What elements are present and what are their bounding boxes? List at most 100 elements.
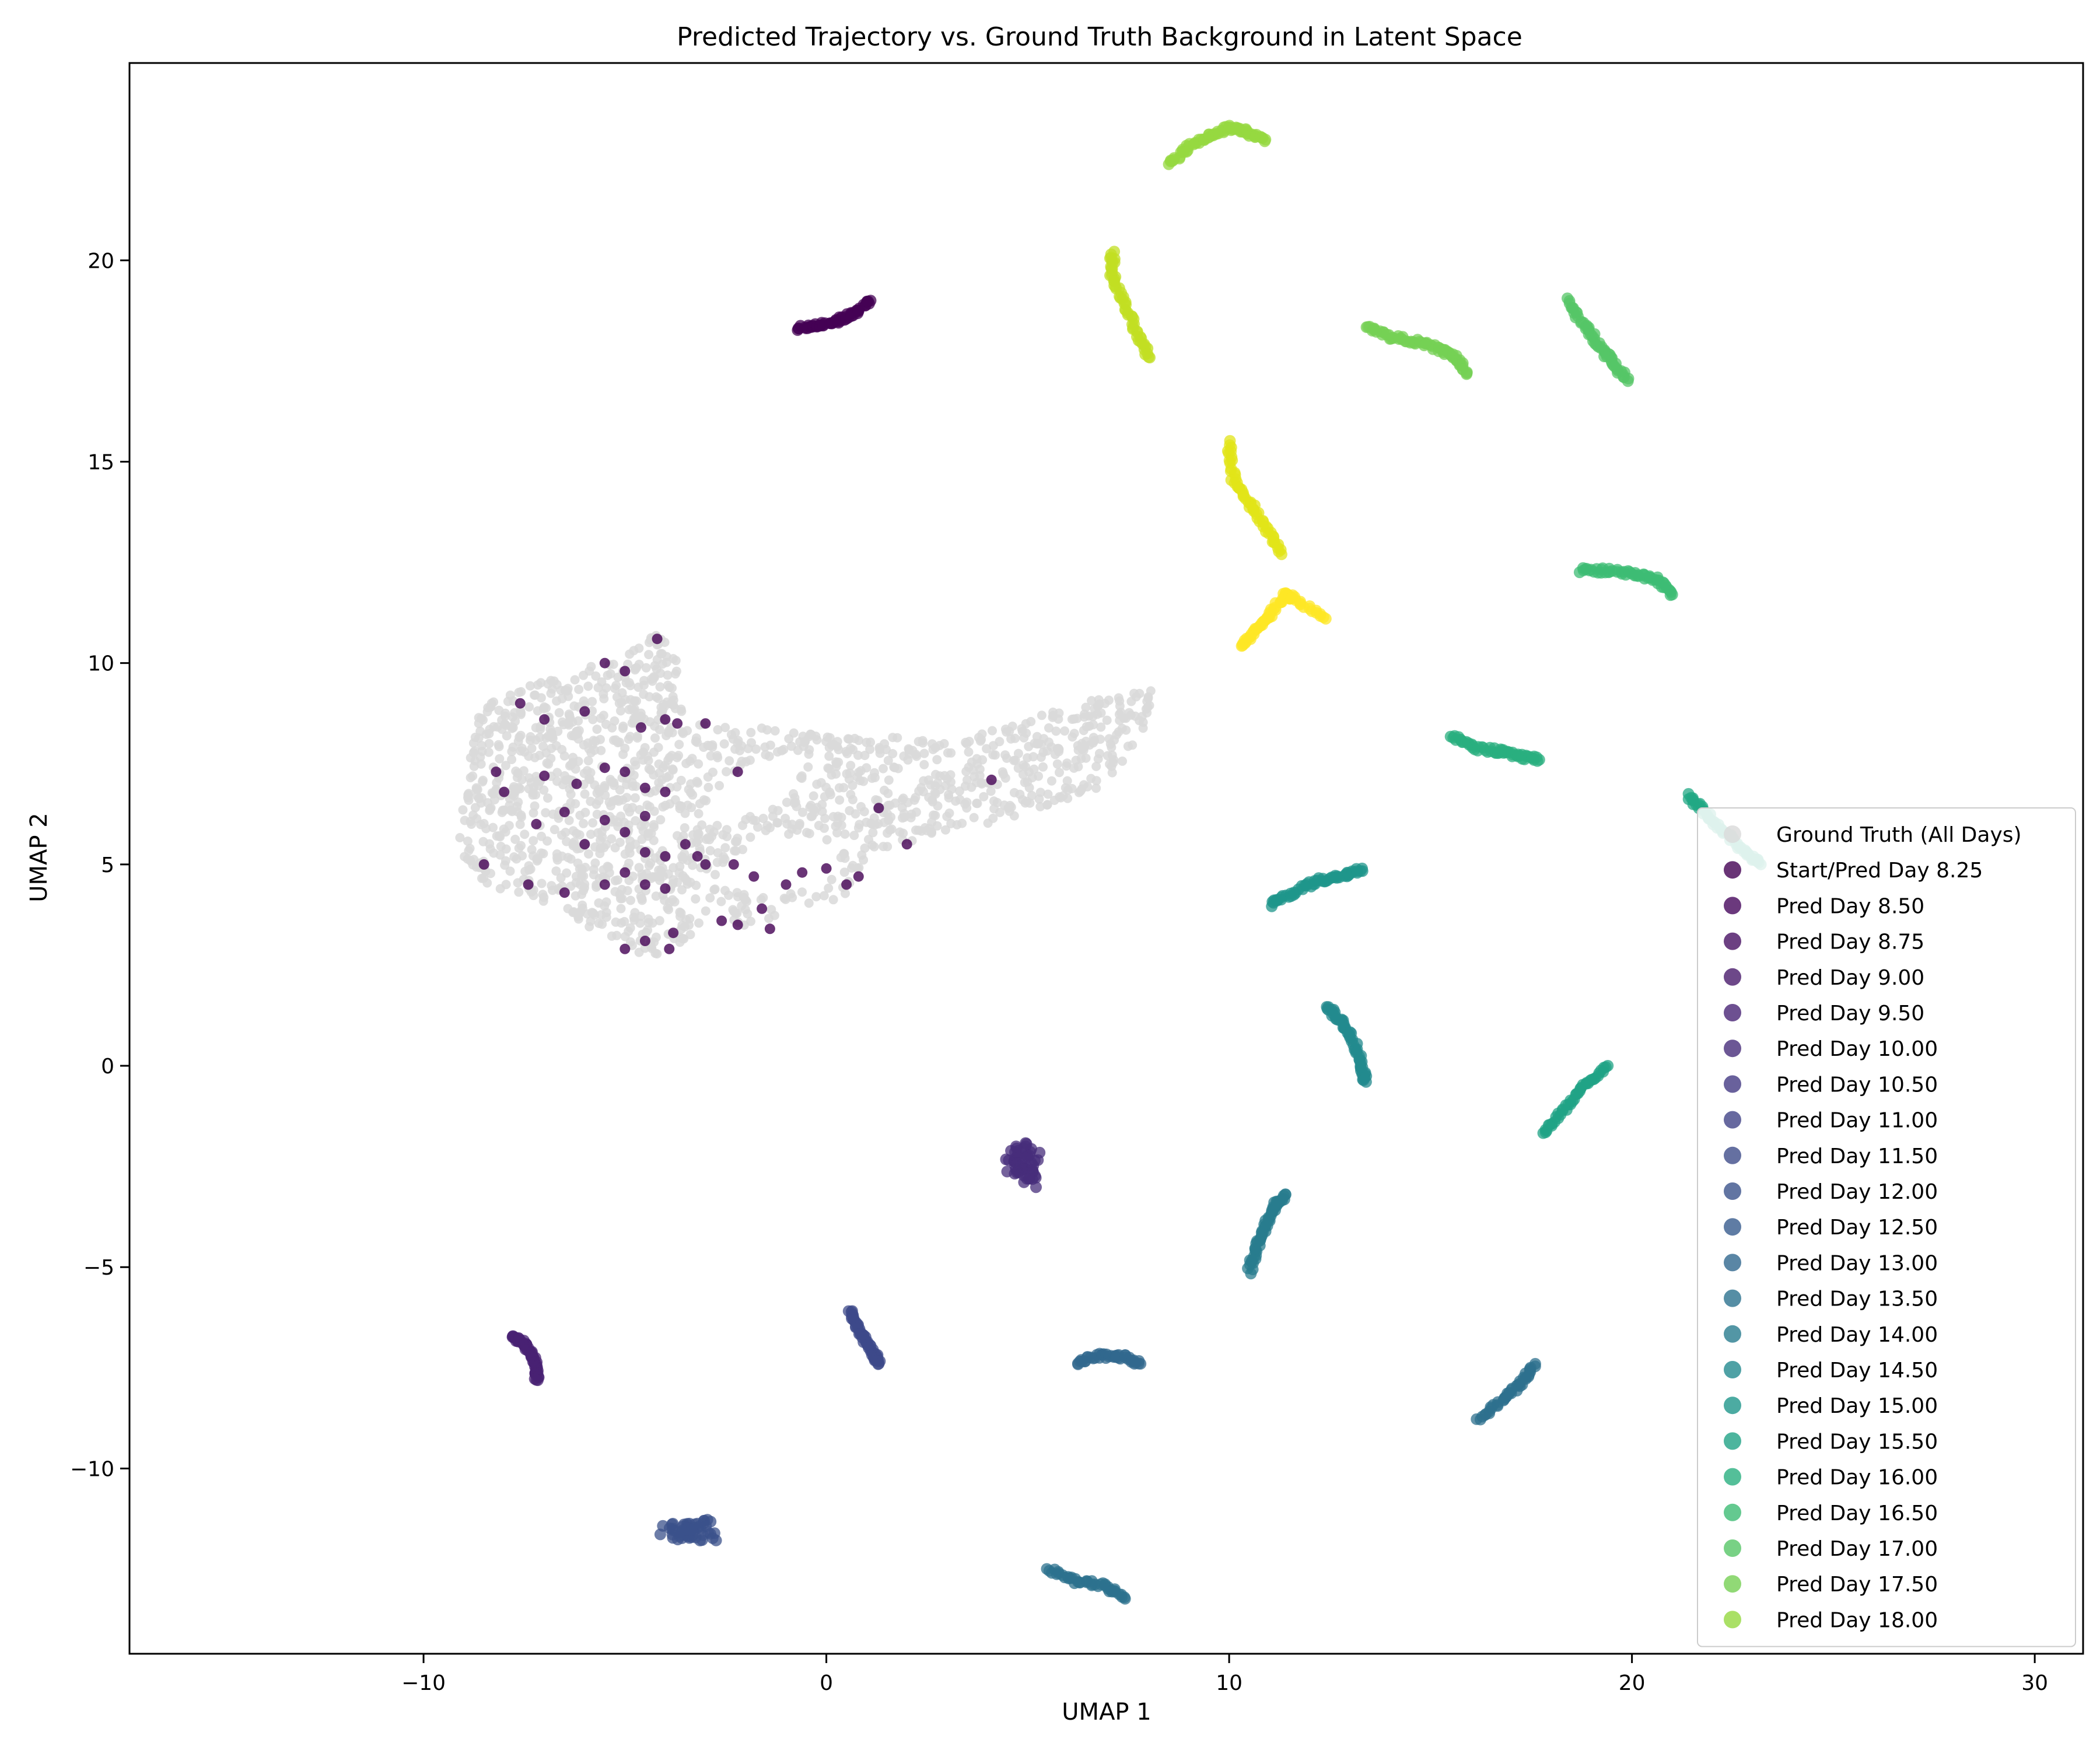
ground-truth-point: [474, 793, 484, 803]
ground-truth-point: [846, 790, 856, 799]
data-point: [639, 879, 650, 890]
ground-truth-point: [618, 723, 628, 733]
ground-truth-point: [939, 738, 949, 748]
series-pred-day-18-00: [1236, 587, 1332, 652]
ground-truth-point: [1025, 798, 1035, 808]
data-point: [1143, 351, 1154, 363]
ground-truth-point: [656, 702, 666, 712]
data-point: [841, 879, 852, 890]
ground-truth-point: [1060, 726, 1070, 736]
ground-truth-point: [571, 878, 581, 888]
ground-truth-point: [770, 726, 780, 736]
data-point: [732, 766, 743, 778]
ground-truth-point: [957, 818, 967, 828]
ground-truth-point: [1079, 780, 1089, 790]
ground-truth-point: [1051, 726, 1061, 736]
ground-truth-point: [944, 793, 954, 803]
ground-truth-point: [705, 846, 715, 856]
ground-truth-point: [594, 796, 604, 806]
ground-truth-point: [1143, 702, 1153, 712]
data-point: [530, 1374, 542, 1386]
ground-truth-point: [722, 766, 732, 776]
ground-truth-point: [694, 835, 704, 845]
ground-truth-point: [528, 808, 538, 818]
data-point: [660, 786, 671, 797]
ground-truth-point: [834, 745, 844, 755]
ground-truth-point: [655, 876, 665, 886]
ground-truth-point: [478, 775, 488, 785]
ground-truth-point: [618, 750, 628, 760]
ground-truth-point: [672, 782, 682, 792]
ground-truth-point: [546, 688, 556, 698]
ground-truth-point: [1088, 720, 1098, 730]
ground-truth-point: [969, 813, 979, 822]
data-point: [531, 818, 542, 830]
ground-truth-point: [1128, 740, 1138, 750]
y-tick-label: 0: [101, 1055, 114, 1079]
ground-truth-point: [612, 875, 622, 885]
ground-truth-point: [597, 919, 607, 929]
ground-truth-point: [780, 894, 790, 904]
ground-truth-point: [732, 908, 742, 918]
ground-truth-point: [464, 789, 474, 799]
series-pred-day-15-50: [1562, 292, 1634, 387]
ground-truth-point: [586, 830, 596, 839]
x-axis-label: UMAP 1: [1062, 1699, 1151, 1726]
ground-truth-point: [889, 762, 899, 772]
ground-truth-point: [758, 814, 768, 823]
legend-marker: [1724, 1361, 1741, 1378]
ground-truth-point: [832, 828, 842, 838]
legend-label: Pred Day 13.00: [1776, 1251, 1938, 1275]
ground-truth-point: [569, 701, 579, 711]
ground-truth-point: [923, 775, 933, 785]
ground-truth-point: [883, 842, 892, 852]
ground-truth-point: [941, 825, 950, 835]
ground-truth-point: [1010, 755, 1020, 765]
ground-truth-point: [507, 755, 517, 764]
data-point: [639, 811, 650, 821]
legend-marker: [1724, 1468, 1741, 1486]
data-point: [599, 657, 610, 668]
legend-marker: [1724, 1289, 1741, 1307]
data-point: [700, 1520, 712, 1532]
ground-truth-point: [642, 800, 652, 810]
ground-truth-point: [562, 868, 572, 878]
ground-truth-point: [482, 878, 492, 888]
ground-truth-point: [670, 704, 680, 713]
ground-truth-point: [765, 822, 775, 832]
ground-truth-point: [1094, 748, 1104, 758]
data-point: [559, 887, 570, 898]
ground-truth-point: [797, 774, 807, 783]
ground-truth-point: [693, 778, 702, 788]
ground-truth-point: [919, 748, 929, 758]
ground-truth-point: [803, 762, 813, 772]
legend-marker: [1724, 825, 1741, 843]
ground-truth-point: [535, 733, 545, 743]
ground-truth-point: [999, 800, 1009, 810]
ground-truth-point: [812, 803, 822, 813]
ground-truth-point: [691, 733, 701, 743]
ground-truth-point: [653, 694, 663, 704]
ground-truth-point: [515, 784, 525, 794]
ground-truth-point: [856, 766, 866, 776]
legend-label: Pred Day 12.50: [1776, 1216, 1938, 1240]
ground-truth-point: [485, 702, 495, 712]
ground-truth-point: [827, 874, 836, 884]
ground-truth-point: [1029, 764, 1039, 774]
data-point: [514, 698, 526, 709]
data-point: [599, 762, 610, 774]
ground-truth-point: [636, 711, 646, 721]
ground-truth-point: [911, 793, 921, 803]
ground-truth-point: [507, 722, 517, 732]
data-point: [620, 827, 631, 838]
ground-truth-point: [1027, 790, 1037, 800]
ground-truth-point: [1055, 768, 1064, 778]
ground-truth-point: [1000, 773, 1010, 783]
ground-truth-point: [520, 830, 530, 839]
ground-truth-point: [510, 834, 520, 844]
ground-truth-point: [760, 742, 770, 752]
ground-truth-point: [507, 747, 517, 757]
y-tick-label: 15: [88, 450, 114, 474]
ground-truth-point: [832, 759, 842, 768]
ground-truth-point: [811, 892, 821, 902]
